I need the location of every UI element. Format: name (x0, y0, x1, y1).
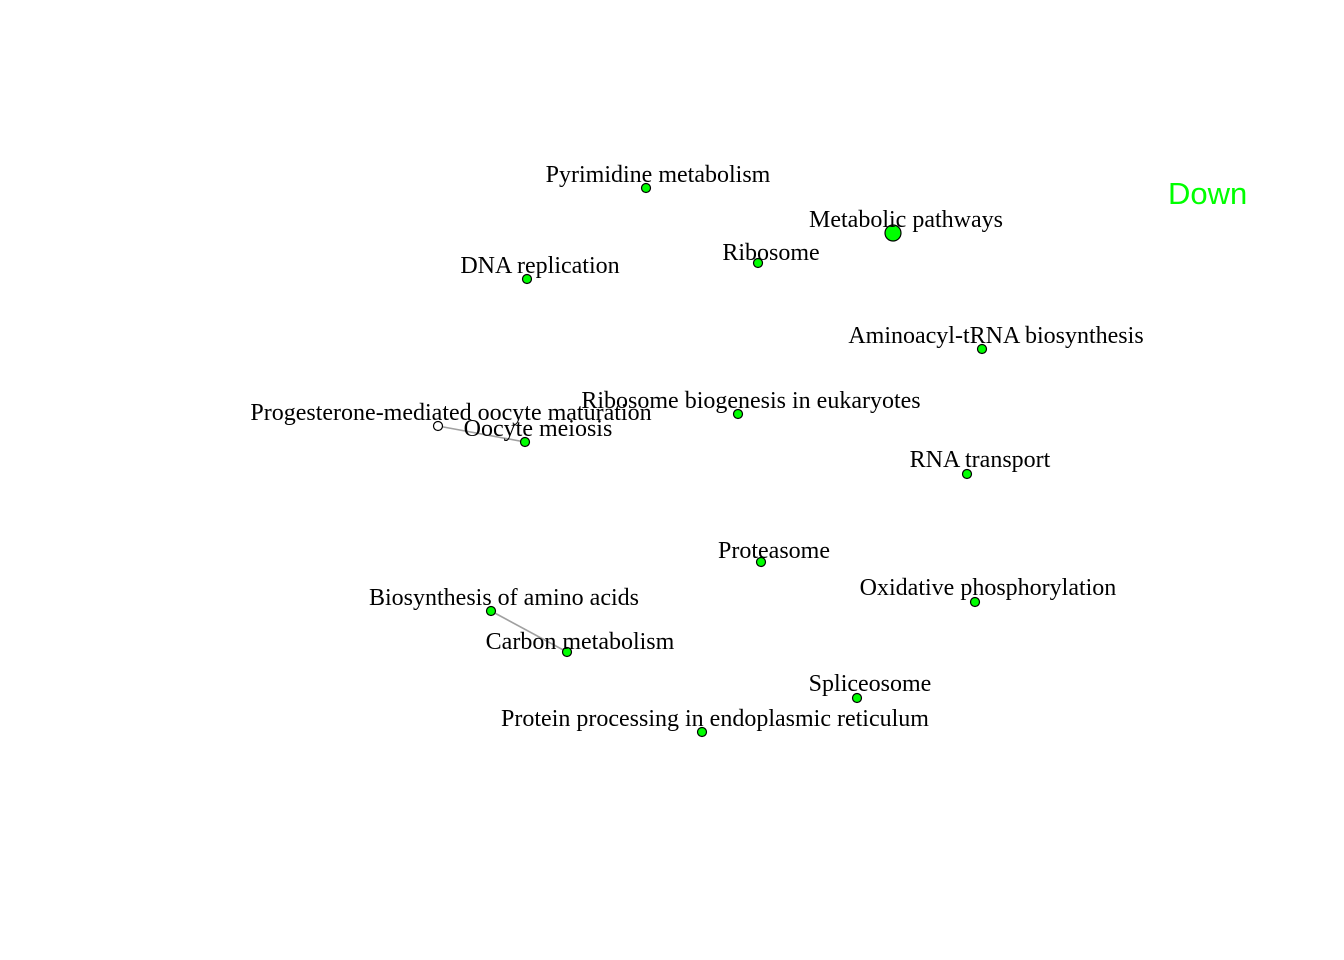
node-ribosome (752, 257, 764, 269)
node-pyrimidine-metabolism (640, 182, 652, 194)
label-metabolic-pathways: Metabolic pathways (809, 207, 1003, 233)
node-oocyte-meiosis (519, 436, 531, 448)
node-ribosome-biogenesis (732, 408, 744, 420)
label-ribosome: Ribosome (722, 240, 819, 266)
node-spliceosome (851, 692, 863, 704)
edge-biosynthesis-amino-acids-to-carbon-metabolism (490, 610, 568, 653)
label-rna-transport: RNA transport (910, 447, 1051, 473)
label-protein-processing-er: Protein processing in endoplasmic reticu… (501, 706, 929, 732)
node-rna-transport (961, 468, 973, 480)
edge-layer (437, 425, 568, 653)
label-oocyte-meiosis: Oocyte meiosis (464, 416, 613, 442)
node-oxidative-phosphorylation (969, 596, 981, 608)
label-carbon-metabolism: Carbon metabolism (486, 629, 675, 655)
edge-progesterone-oocyte-maturation-to-oocyte-meiosis (437, 425, 526, 443)
label-proteasome: Proteasome (718, 538, 830, 564)
label-progesterone-oocyte-maturation: Progesterone-mediated oocyte maturation (250, 400, 651, 426)
label-pyrimidine-metabolism: Pyrimidine metabolism (546, 162, 771, 188)
node-carbon-metabolism (561, 646, 573, 658)
label-dna-replication: DNA replication (460, 253, 619, 279)
legend-down-label: Down (1168, 176, 1248, 211)
node-protein-processing-er (696, 726, 708, 738)
node-progesterone-oocyte-maturation (432, 420, 444, 432)
label-oxidative-phosphorylation: Oxidative phosphorylation (860, 575, 1117, 601)
label-layer: Pyrimidine metabolism Metabolic pathways R… (250, 162, 1143, 732)
node-layer (432, 182, 988, 738)
node-biosynthesis-amino-acids (485, 605, 497, 617)
node-aminoacyl-trna-biosynthesis (976, 343, 988, 355)
label-aminoacyl-trna-biosynthesis: Aminoacyl-tRNA biosynthesis (848, 323, 1143, 349)
label-biosynthesis-amino-acids: Biosynthesis of amino acids (369, 585, 639, 611)
label-ribosome-biogenesis: Ribosome biogenesis in eukaryotes (581, 388, 920, 414)
node-metabolic-pathways (884, 224, 902, 242)
label-spliceosome: Spliceosome (809, 671, 932, 697)
node-proteasome (755, 556, 767, 568)
node-dna-replication (521, 273, 533, 285)
